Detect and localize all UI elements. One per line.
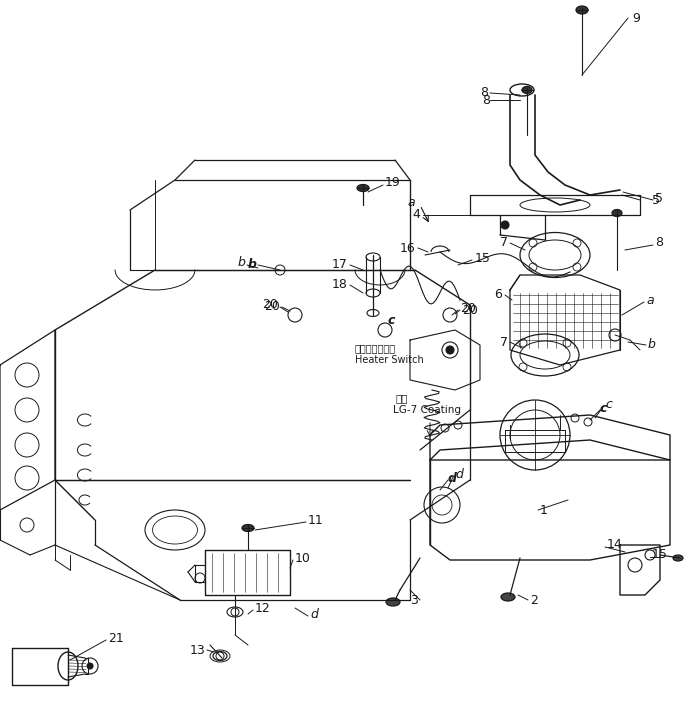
Text: 6: 6	[494, 288, 502, 301]
Text: 5: 5	[655, 192, 663, 204]
Text: 5: 5	[652, 194, 660, 206]
Text: c: c	[605, 399, 612, 411]
Circle shape	[87, 663, 93, 669]
Text: 20: 20	[460, 301, 476, 315]
Ellipse shape	[612, 209, 622, 216]
Text: 20: 20	[262, 298, 278, 312]
Text: b: b	[248, 259, 257, 271]
Ellipse shape	[522, 86, 532, 93]
Circle shape	[446, 346, 454, 354]
Ellipse shape	[386, 598, 400, 606]
Text: 1: 1	[540, 503, 548, 517]
Text: b: b	[648, 339, 656, 351]
Text: c: c	[600, 402, 607, 414]
Text: 塗布: 塗布	[395, 393, 408, 403]
Text: 4: 4	[412, 209, 420, 221]
Text: ヒータスイッチ: ヒータスイッチ	[355, 343, 396, 353]
Text: 2: 2	[530, 593, 538, 607]
Text: 16: 16	[399, 242, 415, 255]
Ellipse shape	[357, 185, 369, 192]
Ellipse shape	[501, 593, 515, 601]
Text: d: d	[310, 607, 318, 621]
Text: 9: 9	[632, 11, 640, 25]
Text: Heater Switch: Heater Switch	[355, 355, 424, 365]
Text: d: d	[448, 472, 457, 484]
Ellipse shape	[576, 6, 588, 14]
Text: 7: 7	[500, 336, 508, 349]
Text: 20: 20	[462, 303, 478, 317]
Text: 8: 8	[482, 93, 490, 107]
Ellipse shape	[673, 555, 683, 561]
Text: c: c	[388, 313, 395, 327]
Text: 8: 8	[480, 86, 488, 100]
Text: 21: 21	[108, 631, 124, 645]
Text: d: d	[455, 469, 463, 481]
Text: 17: 17	[332, 259, 348, 271]
Ellipse shape	[242, 525, 254, 532]
Text: a: a	[646, 293, 654, 307]
Text: a: a	[408, 197, 415, 209]
Text: 15: 15	[652, 549, 668, 561]
Text: 12: 12	[255, 602, 271, 614]
Text: b: b	[237, 257, 245, 269]
Text: 8: 8	[655, 237, 663, 250]
Text: 20: 20	[264, 300, 280, 313]
Text: LG-7 Coating: LG-7 Coating	[393, 405, 461, 415]
Text: 19: 19	[385, 177, 401, 189]
Text: 10: 10	[295, 551, 311, 564]
Circle shape	[501, 221, 509, 229]
Text: 15: 15	[475, 252, 491, 264]
Text: 14: 14	[607, 539, 622, 551]
Text: 11: 11	[308, 513, 324, 527]
Text: 18: 18	[332, 279, 348, 291]
Text: 7: 7	[500, 237, 508, 250]
Text: 3: 3	[410, 593, 418, 607]
Text: 13: 13	[189, 643, 205, 657]
